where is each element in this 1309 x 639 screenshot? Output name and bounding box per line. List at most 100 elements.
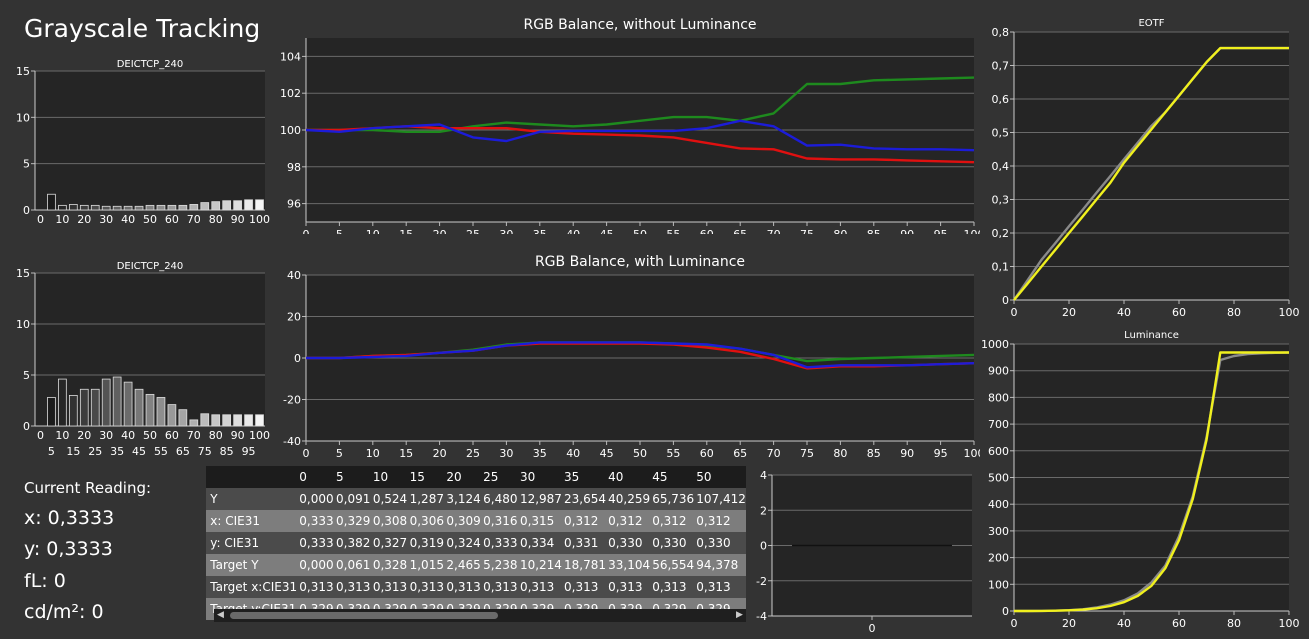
series-line [306, 125, 975, 164]
bar [90, 204, 100, 211]
y-tick-label: 1000 [982, 338, 1009, 351]
x-tick-label: 25 [88, 445, 102, 458]
x-tick-label: 75 [198, 445, 212, 458]
bar [233, 414, 242, 427]
x-tick-label: 65 [733, 228, 747, 234]
luminance-chart: Luminance0100200300400500600700800900100… [982, 330, 1300, 630]
table-row[interactable]: Y 0,000 0,091 0,524 1,287 3,124 6,480 12,987 23,… [206, 488, 746, 510]
y-tick-label: 20 [287, 311, 301, 324]
x-tick-label: 40 [121, 429, 135, 442]
table-column-header: 35 [562, 466, 607, 488]
x-tick-label: 80 [1227, 617, 1241, 630]
table-cell: 0,313 [517, 576, 563, 598]
y-tick-label: 102 [280, 87, 301, 100]
bar [123, 381, 133, 427]
chart-title: DEICTCP_240 [117, 261, 184, 272]
bar [134, 205, 144, 211]
x-tick-label: 60 [1172, 617, 1186, 630]
y-tick-label: 500 [988, 472, 1009, 485]
y-tick-label: 0,7 [992, 60, 1010, 73]
x-tick-label: 55 [666, 447, 680, 460]
x-tick-label: 10 [366, 228, 380, 234]
table-cell: 0,312 [562, 510, 607, 532]
small-deviation-chart: -4 -2 0 2 4 0 [756, 469, 972, 634]
series-line [1013, 46, 1289, 301]
table-column-header: 25 [481, 466, 518, 488]
x-tick-label: 20 [433, 447, 447, 460]
x-tick-label: 25 [88, 229, 102, 230]
y-tick-label: 0,1 [992, 261, 1010, 274]
bar [101, 378, 111, 427]
bar [134, 388, 144, 427]
bar [145, 204, 155, 211]
y-tick-label: 100 [280, 124, 301, 137]
y-tick-label: 104 [280, 50, 301, 63]
x-tick-label: 45 [132, 229, 146, 230]
x-tick-label: 30 [99, 213, 113, 226]
rgb-balance-with-luminance-chart: RGB Balance, with Luminance -40 -20 0 20 40 0 5… [283, 254, 980, 460]
x-tick-label: 5 [48, 445, 55, 458]
table-horizontal-scrollbar[interactable]: ◀ ▶ [214, 609, 746, 622]
table-cell: 0,313 [606, 576, 651, 598]
bar [222, 414, 232, 427]
x-tick-label: 80 [833, 228, 847, 234]
table-cell: 0,313 [407, 576, 445, 598]
bar [189, 204, 199, 211]
table-cell: 0,000 [297, 554, 335, 576]
scroll-right-arrow-icon[interactable]: ▶ [736, 610, 743, 620]
x-tick-label: 65 [176, 229, 190, 230]
bar [112, 205, 122, 211]
scrollbar-thumb[interactable] [230, 612, 498, 619]
reading-y: y: 0,3333 [24, 538, 113, 560]
bar [244, 414, 253, 427]
x-tick-label: 95 [242, 229, 256, 230]
current-reading-label: Current Reading: [24, 479, 152, 497]
table-cell: 6,480 [481, 488, 518, 510]
y-tick-label: 200 [988, 552, 1009, 565]
table-row-label: y: CIE31 [206, 532, 298, 554]
bar [200, 202, 210, 211]
table-cell: 1,015 [407, 554, 445, 576]
y-tick-label: 0 [294, 352, 301, 365]
x-tick-label: 55 [154, 445, 168, 458]
x-tick-label: 60 [700, 447, 714, 460]
table-cell: 0,313 [444, 576, 482, 598]
x-tick-label: 60 [1172, 306, 1186, 319]
table-cell: 0,313 [650, 576, 695, 598]
x-tick-label: 80 [209, 213, 223, 226]
table-cell: 0,382 [334, 532, 371, 554]
x-tick-label: 90 [231, 213, 245, 226]
table-row[interactable]: y: CIE31 0,333 0,382 0,327 0,319 0,324 0,333 0,… [206, 532, 746, 554]
y-tick-label: 800 [988, 391, 1009, 404]
table-cell: 0,061 [334, 554, 371, 576]
x-tick-label: 65 [176, 445, 190, 458]
series-line [305, 119, 975, 152]
x-tick-label: 95 [934, 447, 948, 460]
y-tick-label: 700 [988, 418, 1009, 431]
table-cell: 65,736 [650, 488, 695, 510]
x-tick-label: 95 [934, 228, 948, 234]
table-column-header: 5 [334, 466, 371, 488]
bar [189, 419, 199, 427]
bar [145, 393, 155, 427]
table-cell: 0,333 [481, 532, 518, 554]
x-tick-label: 100 [1279, 617, 1300, 630]
scroll-left-arrow-icon[interactable]: ◀ [217, 610, 224, 620]
bar [178, 409, 188, 427]
table-row[interactable]: x: CIE31 0,333 0,329 0,308 0,306 0,309 0,316 0,… [206, 510, 746, 532]
bar [123, 205, 133, 211]
x-tick-label: 65 [733, 447, 747, 460]
y-tick-label: 15 [16, 65, 30, 78]
bar [255, 414, 264, 427]
measurement-table-container[interactable]: 0 5 10 15 20 25 30 35 40 45 50 Y 0,000 0,091 0,524 1,2… [206, 466, 746, 622]
x-tick-label: 40 [566, 447, 580, 460]
table-row[interactable]: Target Y 0,000 0,061 0,328 1,015 2,465 5,238 10… [206, 554, 746, 576]
table-row-label: Y [206, 488, 298, 510]
table-cell: 2,465 [444, 554, 482, 576]
table-cell: 0,330 [650, 532, 695, 554]
table-cell: 0,000 [297, 488, 335, 510]
y-tick-label: 0,4 [992, 160, 1010, 173]
y-tick-label: -4 [756, 610, 767, 623]
table-row[interactable]: Target x:CIE31 0,313 0,313 0,313 0,313 0,313 0… [206, 576, 746, 598]
y-tick-label: -2 [756, 575, 767, 588]
